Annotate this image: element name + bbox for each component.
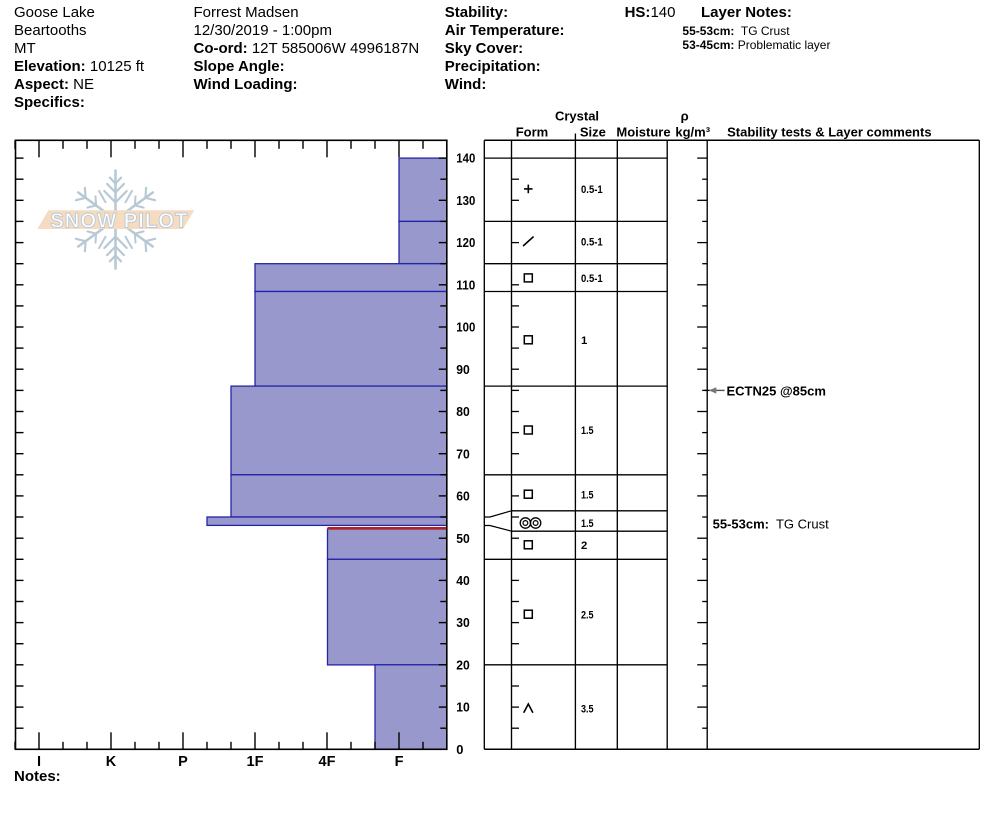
svg-text:Crystal: Crystal [555, 108, 599, 123]
svg-text:MT: MT [14, 40, 36, 57]
svg-text:0.5-1: 0.5-1 [581, 237, 603, 249]
svg-text:Stability tests & Layer commen: Stability tests & Layer comments [727, 125, 931, 140]
svg-text:Beartooths: Beartooths [14, 22, 87, 39]
svg-text:Air Temperature:: Air Temperature: [445, 22, 565, 39]
svg-text:3.5: 3.5 [581, 704, 594, 716]
svg-text:130: 130 [456, 194, 475, 208]
svg-text:60: 60 [456, 490, 470, 504]
svg-text:Notes:: Notes: [14, 768, 61, 785]
svg-text:Form: Form [516, 125, 549, 140]
svg-text:2: 2 [581, 540, 587, 552]
svg-text:1F: 1F [247, 754, 264, 770]
svg-text:110: 110 [456, 278, 475, 292]
svg-text:2.5: 2.5 [581, 609, 594, 621]
svg-text:Moisture: Moisture [616, 125, 670, 140]
svg-text:HS:140: HS:140 [625, 4, 676, 21]
svg-text:50: 50 [456, 532, 470, 546]
svg-text:P: P [178, 754, 188, 770]
svg-text:Specifics:: Specifics: [14, 94, 85, 111]
svg-text:I: I [37, 754, 41, 770]
svg-text:20: 20 [456, 658, 470, 672]
svg-text:80: 80 [456, 405, 470, 419]
svg-text:Precipitation:: Precipitation: [445, 58, 541, 75]
svg-text:0.5-1: 0.5-1 [581, 184, 603, 196]
svg-text:Co-ord: 12T 585006W 4996187N: Co-ord: 12T 585006W 4996187N [194, 40, 420, 57]
svg-text:Wind Loading:: Wind Loading: [194, 76, 298, 93]
svg-text:Wind:: Wind: [445, 76, 487, 93]
svg-text:1.5: 1.5 [581, 489, 594, 501]
svg-text:70: 70 [456, 447, 470, 461]
svg-text:Aspect: NE: Aspect: NE [14, 76, 94, 93]
svg-text:Stability:: Stability: [445, 4, 508, 21]
svg-text:55-53cm: TG Crust: 55-53cm: TG Crust [682, 24, 790, 38]
svg-text:1.5: 1.5 [581, 518, 594, 530]
svg-text:Sky Cover:: Sky Cover: [445, 40, 523, 57]
svg-text:Size: Size [580, 125, 606, 140]
svg-text:0.5-1: 0.5-1 [581, 273, 603, 285]
svg-text:55-53cm: TG Crust: 55-53cm: TG Crust [713, 516, 829, 531]
svg-text:Slope Angle:: Slope Angle: [194, 58, 285, 75]
svg-text:40: 40 [456, 574, 470, 588]
svg-text:1: 1 [581, 335, 587, 347]
svg-text:Layer Notes:: Layer Notes: [701, 4, 792, 21]
svg-text:4F: 4F [319, 754, 336, 770]
svg-text:1.5: 1.5 [581, 425, 594, 437]
svg-text:12/30/2019 - 1:00pm: 12/30/2019 - 1:00pm [194, 22, 332, 39]
svg-text:kg/m³: kg/m³ [675, 125, 710, 140]
svg-text:ECTN25 @85cm: ECTN25 @85cm [727, 383, 826, 398]
svg-text:140: 140 [456, 152, 475, 166]
svg-text:F: F [395, 754, 404, 770]
svg-text:K: K [106, 754, 117, 770]
svg-text:120: 120 [456, 236, 475, 250]
svg-text:ρ: ρ [681, 108, 689, 123]
svg-text:SNOW PILOT: SNOW PILOT [50, 208, 188, 232]
svg-text:Elevation: 10125 ft: Elevation: 10125 ft [14, 58, 145, 75]
svg-text:100: 100 [456, 321, 475, 335]
svg-text:Forrest Madsen: Forrest Madsen [194, 4, 299, 21]
svg-text:90: 90 [456, 363, 470, 377]
svg-text:53-45cm: Problematic layer: 53-45cm: Problematic layer [682, 38, 830, 52]
svg-text:0: 0 [456, 743, 463, 757]
svg-text:Goose Lake: Goose Lake [14, 4, 95, 21]
svg-text:30: 30 [456, 616, 470, 630]
svg-text:10: 10 [456, 701, 470, 715]
